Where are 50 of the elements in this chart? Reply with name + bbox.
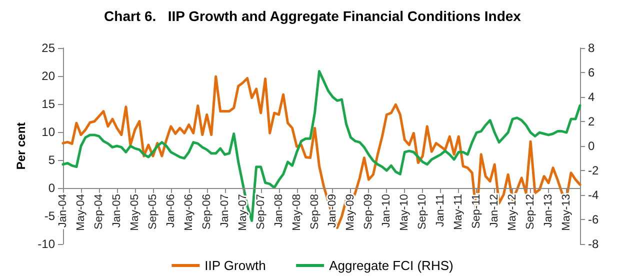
chart-title: Chart 6. IIP Growth and Aggregate Financial Conditions Index (104, 8, 522, 24)
x-tick-label: Sep-09 (362, 194, 375, 230)
y2-tick-label: 8 (588, 41, 595, 55)
x-tick-label: Sep-07 (254, 194, 267, 230)
x-tick-label: Jan-13 (542, 194, 555, 228)
y2-tick-label: 4 (588, 90, 595, 104)
x-tick-label: May-10 (398, 194, 411, 231)
x-tick-label: Jan-09 (326, 194, 339, 228)
y-tick-label: 5 (48, 153, 56, 167)
y2-tick-label: 0 (588, 139, 595, 153)
x-tick-label: Jan-08 (272, 194, 285, 228)
x-tick-label: May-08 (290, 194, 303, 231)
x-tick-label: Sep-10 (416, 194, 429, 230)
x-tick-label: May-13 (560, 194, 573, 231)
y-tick-label: -10 (38, 237, 56, 251)
x-tick-label: Sep-11 (470, 194, 483, 229)
x-tick-label: Jan-11 (434, 194, 447, 227)
y-tick-label: 10 (42, 125, 56, 139)
y-tick-label: 0 (48, 181, 56, 195)
x-tick-label: Sep-05 (146, 194, 159, 230)
y-tick-label: -5 (44, 209, 56, 223)
y-tick-label: 25 (42, 41, 56, 55)
x-tick-label: Sep-12 (524, 194, 537, 230)
y2-tick-label: 2 (588, 114, 595, 128)
x-tick-label: Sep-08 (308, 194, 321, 230)
y2-tick-label: 6 (588, 66, 595, 80)
y-axis-title: Per cent (14, 122, 28, 170)
y-tick-label: 20 (42, 69, 56, 83)
x-tick-label: Jan-04 (57, 194, 69, 228)
x-tick-label: Jan-06 (164, 194, 177, 228)
x-tick-label: Sep-06 (200, 194, 213, 230)
x-tick-label: Jan-12 (488, 194, 501, 228)
x-tick-label: Jan-10 (380, 194, 393, 228)
y-tick-label: 15 (42, 97, 56, 111)
x-tick-label: May-07 (236, 194, 249, 231)
y2-tick-label: -8 (588, 237, 599, 251)
x-tick-label: May-12 (506, 194, 519, 231)
x-tick-label: Jan-07 (218, 194, 231, 228)
x-tick-label: May-06 (182, 194, 195, 231)
legend-label: IIP Growth (204, 258, 266, 273)
x-tick-label: Sep-04 (92, 194, 105, 230)
x-tick-label: May-11 (452, 194, 465, 230)
x-tick-label: May-04 (74, 194, 87, 231)
x-tick-label: Jan-05 (110, 194, 123, 228)
y2-tick-label: -6 (588, 212, 599, 226)
y2-tick-label: -2 (588, 164, 599, 178)
x-tick-label: May-09 (344, 194, 357, 231)
x-tick-label: May-05 (128, 194, 141, 231)
legend-label: Aggregate FCI (RHS) (329, 258, 454, 273)
y2-tick-label: -4 (588, 188, 599, 202)
